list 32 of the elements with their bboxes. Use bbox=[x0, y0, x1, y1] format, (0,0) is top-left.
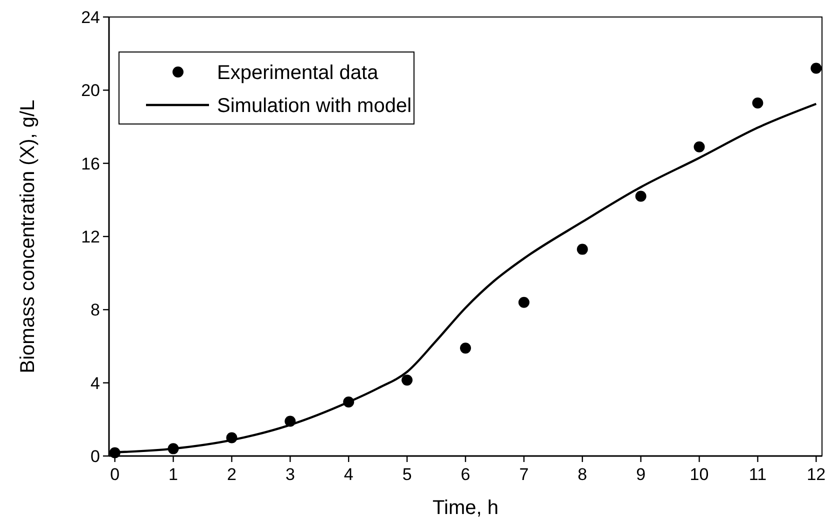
x-tick-label: 6 bbox=[460, 465, 470, 484]
x-tick-label: 2 bbox=[226, 465, 236, 484]
point bbox=[752, 97, 764, 108]
legend-label: Experimental data bbox=[217, 62, 380, 84]
point bbox=[635, 190, 646, 202]
x-tick-label: 12 bbox=[806, 465, 826, 484]
x-tick-label: 9 bbox=[636, 465, 646, 484]
point bbox=[402, 374, 413, 386]
y-tick-label: 12 bbox=[81, 228, 100, 246]
x-tick-label: 8 bbox=[578, 465, 588, 484]
y-tick-label: 20 bbox=[81, 81, 100, 100]
x-axis-title: Time, h bbox=[432, 497, 498, 519]
y-tick-label: 24 bbox=[81, 8, 100, 27]
point bbox=[518, 296, 530, 308]
x-tick-label: 10 bbox=[690, 465, 709, 484]
y-tick-label: 0 bbox=[90, 447, 100, 466]
x-tick-label: 1 bbox=[168, 465, 178, 484]
y-tick-label: 4 bbox=[90, 374, 100, 393]
y-axis-title: Biomass concentration (X), g/L bbox=[17, 100, 39, 374]
x-tick-label: 4 bbox=[344, 465, 354, 484]
point bbox=[576, 244, 588, 255]
x-tick-label: 11 bbox=[748, 465, 767, 484]
x-tick-label: 5 bbox=[402, 465, 412, 484]
point bbox=[694, 141, 705, 152]
legend-label: Simulation with model bbox=[217, 95, 412, 117]
x-tick-label: 7 bbox=[519, 465, 529, 484]
point bbox=[810, 62, 822, 74]
x-tick-label: 3 bbox=[285, 465, 295, 484]
x-tick-label: 0 bbox=[110, 465, 120, 484]
point bbox=[460, 342, 471, 354]
y-tick-label: 8 bbox=[90, 300, 100, 320]
y-tick-label: 16 bbox=[81, 154, 100, 174]
